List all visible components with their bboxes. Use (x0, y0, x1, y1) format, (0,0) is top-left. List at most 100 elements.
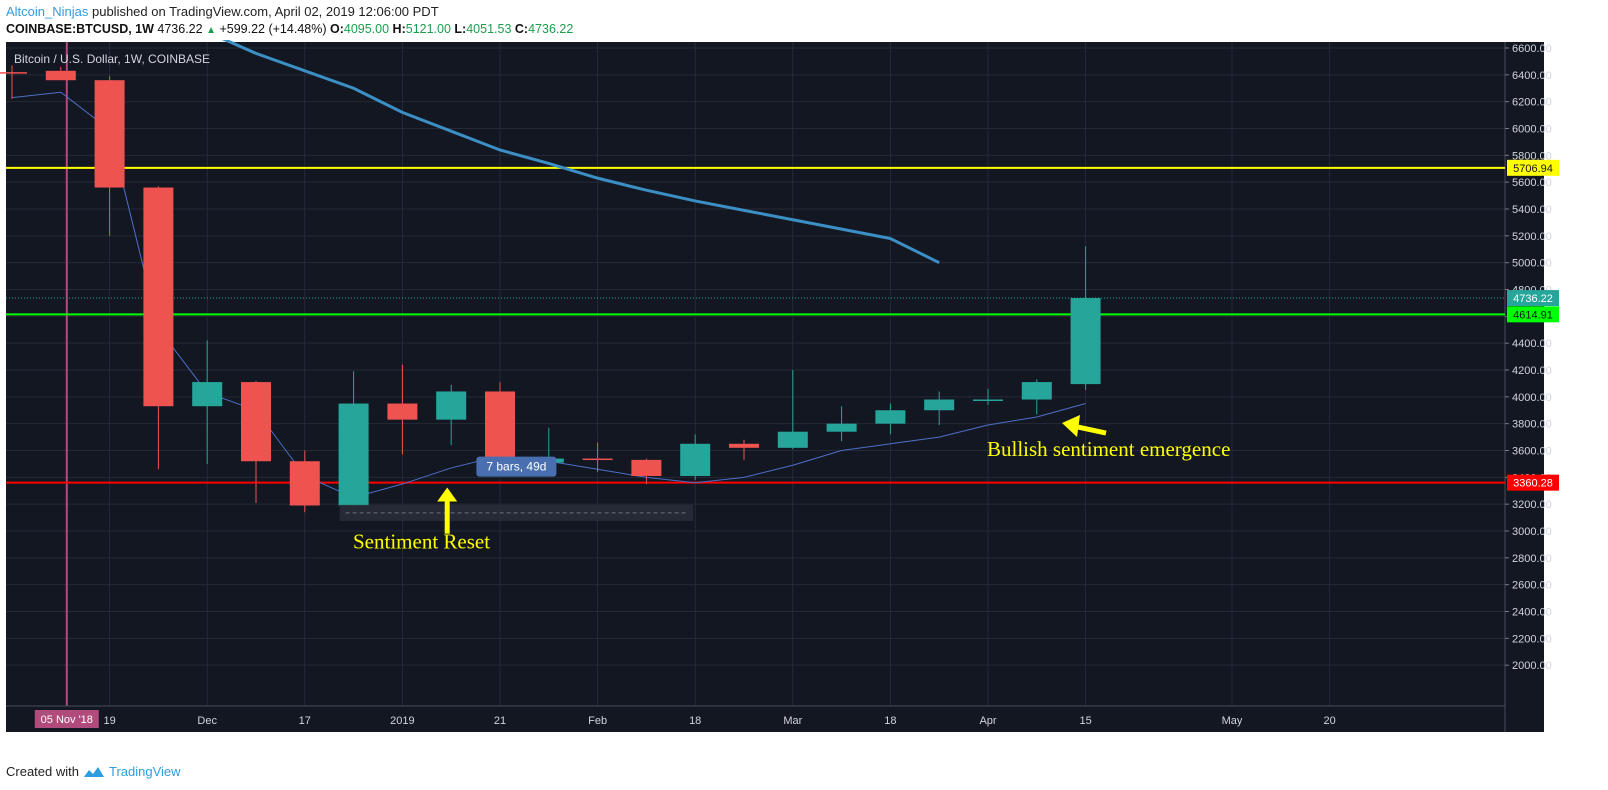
level-price-badge (1507, 474, 1559, 491)
price-tick-label: 2400.00 (1512, 607, 1552, 619)
price-tick-label: 3800.00 (1512, 419, 1552, 431)
time-tick-label: 15 (1079, 715, 1091, 727)
candle-body (729, 443, 759, 448)
candle-body (45, 70, 76, 81)
time-tick-label: May (1222, 715, 1243, 727)
slow-moving-average-line (221, 40, 940, 265)
tradingview-link[interactable]: TradingView (108, 764, 181, 779)
left-arrow-icon (1077, 424, 1107, 436)
time-tick-label: Mar (783, 715, 802, 727)
last-price-label: 4736.22 (1513, 293, 1553, 305)
time-tick-label: Apr (979, 715, 996, 727)
candle (1021, 379, 1052, 415)
candle-body (582, 458, 613, 461)
candle-body (338, 403, 369, 506)
time-tick-label: Feb (588, 715, 607, 727)
open-value: 4095.00 (343, 22, 390, 36)
close-label: C: (514, 22, 529, 36)
candle-body (192, 382, 223, 407)
candle-body (387, 403, 418, 420)
price-tick-label: 2600.00 (1512, 580, 1552, 592)
price-tick-label: 3600.00 (1512, 446, 1552, 458)
candle (777, 370, 808, 450)
price-tick-label: 2000.00 (1512, 660, 1552, 672)
date-range-badge (476, 456, 557, 477)
created-with-label: Created with (6, 764, 79, 779)
time-tick-label: 18 (884, 715, 896, 727)
price-tick-label: 4200.00 (1512, 365, 1552, 377)
up-arrow-head-icon (437, 487, 458, 502)
price-chart[interactable]: 6600.00 6400.00 6200.00 6000.00 5800.00 5600.… (0, 40, 1608, 734)
price-tick-label: 2800.00 (1512, 553, 1552, 565)
candle-body (94, 80, 125, 188)
price-tick-label: 3000.00 (1512, 526, 1552, 538)
candle (1070, 246, 1101, 390)
low-value: 4051.53 (466, 22, 512, 36)
candle (143, 186, 174, 470)
candle-body (485, 391, 515, 463)
tradingview-logo-icon (83, 766, 104, 777)
price-tick-label: 4000.00 (1512, 392, 1552, 404)
time-tick-label: 21 (494, 715, 506, 727)
candle-body (924, 399, 955, 411)
price-tick-label: 6200.00 (1512, 97, 1552, 109)
candle (973, 388, 1003, 405)
candle (0, 65, 27, 99)
candle (826, 406, 857, 442)
price-tick-label: 5200.00 (1512, 231, 1552, 243)
price-tick-label: 5800.00 (1512, 150, 1552, 162)
publish-line: Altcoin_Ninjas published on TradingView.… (6, 4, 439, 19)
candle (680, 434, 711, 481)
candle-body (680, 443, 711, 476)
candle (338, 371, 369, 507)
candle-body (0, 72, 27, 74)
last-price-badge (1507, 290, 1559, 307)
price-tick-label: 3200.00 (1512, 499, 1552, 511)
sentiment-reset-annotation: Sentiment Reset (353, 529, 490, 553)
candle-body (289, 461, 320, 506)
time-tick-label: 2019 (390, 715, 414, 727)
overlays: 7 bars, 49d Sentiment Reset Bullish sentim… (339, 415, 1230, 553)
candle (631, 458, 662, 485)
time-tick-label: Dec (197, 715, 217, 727)
candle-body (777, 431, 808, 448)
candle (924, 391, 955, 426)
footer: Created with TradingView (6, 764, 181, 779)
open-label: O: (329, 22, 344, 36)
level-price-label: 3360.28 (1513, 478, 1553, 490)
time-tick-label: 17 (299, 715, 311, 727)
change-arrow-icon: ▲ (206, 25, 216, 36)
candle-body (875, 410, 906, 424)
price-tick-label: 6000.00 (1512, 124, 1552, 136)
candle-body (143, 187, 174, 407)
left-arrow-head-icon (1062, 415, 1080, 438)
price-tick-label: 5400.00 (1512, 204, 1552, 216)
candle-body (631, 459, 662, 476)
level-price-label: 4614.91 (1513, 309, 1553, 321)
bullish-sentiment-annotation: Bullish sentiment emergence (987, 437, 1230, 461)
high-label: H: (392, 22, 406, 36)
low-label: L: (454, 22, 467, 36)
candle (45, 66, 76, 81)
ohlc-line: COINBASE:BTCUSD, 1W 4736.22 ▲ +599.22 (+… (6, 22, 573, 36)
author-link[interactable]: Altcoin_Ninjas (6, 4, 89, 19)
candle (436, 384, 467, 446)
time-axis: 19 Dec 17 2019 21 Feb 18 Mar 18 Apr 15 May 20 05 Nov … (6, 705, 1505, 728)
candle (94, 76, 125, 236)
candle (875, 403, 906, 435)
candle-body (1021, 382, 1052, 400)
price-tick-label: 2200.00 (1512, 633, 1552, 645)
chart-background (6, 42, 1544, 732)
level-price-badge (1507, 159, 1559, 176)
level-price-badge (1507, 306, 1559, 323)
last-price: 4736.22 (157, 22, 203, 36)
price-tick-label: 4400.00 (1512, 338, 1552, 350)
candle-body (973, 399, 1003, 402)
candle (729, 439, 759, 460)
price-tick-label: 6400.00 (1512, 70, 1552, 82)
crosshair-date-label: 05 Nov '18 (41, 714, 93, 726)
symbol-label: COINBASE:BTCUSD, 1W (6, 22, 154, 36)
candles (0, 65, 1101, 513)
date-range-label: 7 bars, 49d (486, 460, 546, 474)
candle-body (436, 391, 467, 420)
